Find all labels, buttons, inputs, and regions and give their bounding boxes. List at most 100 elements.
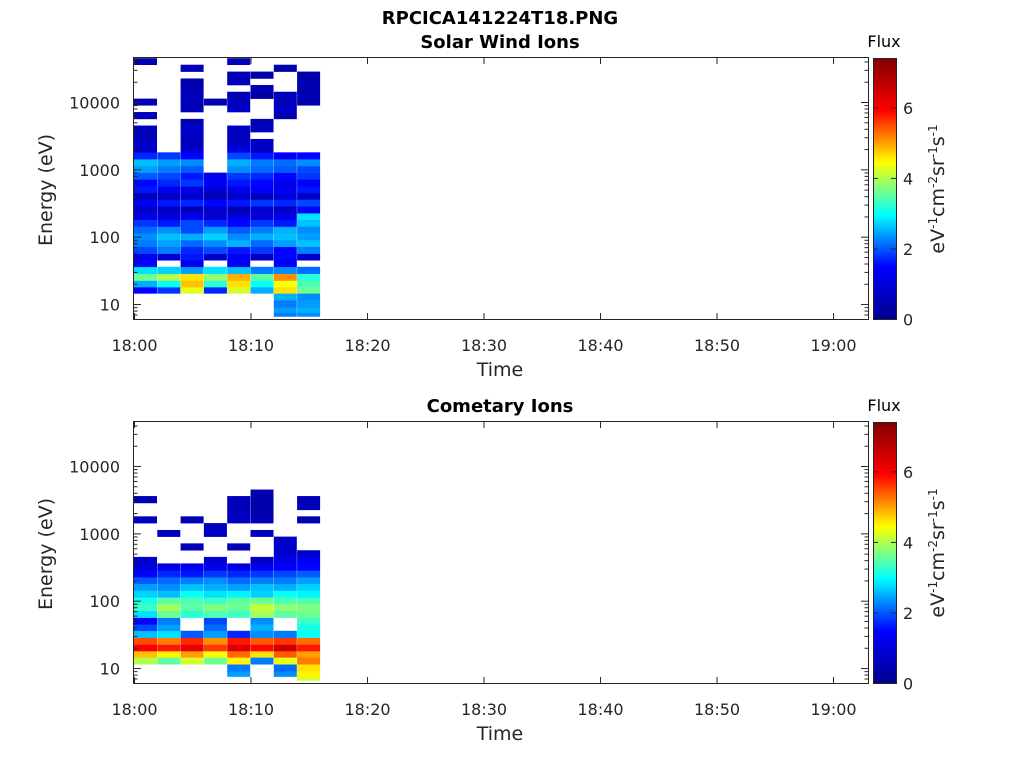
heatmap-cell (180, 152, 204, 160)
x-axis: 18:00 18:10 18:20 18:30 18:40 18:50 19:00 (111, 58, 857, 355)
heatmap-cell (134, 516, 157, 524)
heatmap-cell (297, 273, 321, 281)
heatmap-cell (227, 266, 251, 274)
heatmap-cell (227, 260, 251, 268)
heatmap-cell (250, 516, 274, 524)
heatmap-cell (273, 550, 297, 558)
heatmap-cell (227, 280, 251, 288)
heatmap-cell (227, 597, 251, 605)
heatmap-cell (297, 280, 321, 288)
heatmap-cell (273, 159, 297, 167)
heatmap-cell (273, 300, 297, 308)
heatmap-cell (227, 496, 251, 504)
plot-frame (133, 421, 869, 684)
heatmap-cell (273, 112, 297, 120)
heatmap-cell (180, 64, 204, 72)
heatmap-cell (273, 597, 297, 605)
heatmap-cell (227, 630, 251, 638)
heatmap-cell (297, 657, 321, 665)
colorbar-ticks: 0 2 4 6 (873, 99, 913, 330)
heatmap-cell (134, 192, 157, 200)
unit-ev-exp: -1 (926, 581, 940, 593)
heatmap-cell (180, 239, 204, 248)
heatmap-cell (157, 529, 181, 537)
heatmap-cell (297, 186, 321, 194)
heatmap-cells (134, 58, 321, 317)
heatmap-cell (273, 260, 297, 268)
heatmap-cell (297, 239, 321, 248)
heatmap-cell (134, 617, 157, 625)
colorbar-tick-label: 6 (903, 463, 913, 482)
heatmap-cell (157, 617, 181, 625)
y-axis-label: Energy (eV) (35, 134, 57, 246)
colorbar-title: Flux (867, 32, 900, 51)
heatmap-cell (203, 529, 227, 537)
heatmap-cell (250, 192, 274, 200)
unit-cm: cm (927, 188, 949, 217)
unit-s: s (927, 500, 949, 510)
heatmap-cell (180, 630, 204, 638)
heatmap-cell (203, 556, 227, 564)
heatmap-cell (180, 179, 204, 187)
heatmap-cell (203, 287, 227, 294)
heatmap-cell (180, 603, 204, 612)
heatmap-cell (157, 570, 181, 578)
heatmap-cell (297, 246, 321, 254)
heatmap-cell (180, 165, 204, 173)
heatmap-cell (157, 563, 181, 571)
heatmap-cell (134, 583, 157, 591)
x-tick-label: 18:00 (111, 700, 157, 719)
heatmap-cell (157, 577, 181, 584)
heatmap-cell (203, 192, 227, 200)
heatmap-cell (157, 246, 181, 254)
heatmap-cell (227, 577, 251, 584)
heatmap-cell (227, 78, 251, 86)
heatmap-cell (227, 145, 251, 153)
panel-title: Solar Wind Ions (420, 32, 579, 53)
heatmap-cell (297, 307, 321, 313)
heatmap-cell (227, 165, 251, 173)
heatmap-cell (273, 563, 297, 571)
heatmap-cell (134, 657, 157, 665)
heatmap-cell (203, 563, 227, 571)
heatmap-cell (134, 125, 157, 133)
x-tick-label: 18:50 (694, 700, 740, 719)
heatmap-cell (297, 293, 321, 301)
heatmap-cell (273, 556, 297, 564)
heatmap-cell (157, 273, 181, 281)
heatmap-cell (297, 312, 321, 317)
heatmap-cell (273, 570, 297, 578)
heatmap-cell (134, 152, 157, 160)
heatmap-cell (203, 179, 227, 187)
x-tick-label: 18:30 (461, 700, 507, 719)
heatmap-cell (273, 307, 297, 313)
heatmap-cell (203, 213, 227, 220)
heatmap-cell (297, 219, 321, 227)
heatmap-cell (180, 118, 204, 126)
heatmap-cell (203, 617, 227, 625)
heatmap-cell (134, 280, 157, 288)
heatmap-cell (250, 186, 274, 194)
unit-cm: cm (927, 552, 949, 581)
heatmap-cell (227, 651, 251, 658)
x-axis-label: Time (476, 723, 524, 745)
heatmap-cell (203, 273, 227, 281)
heatmap-cell (180, 138, 204, 147)
heatmap-cell (134, 590, 157, 598)
heatmap-cell (273, 630, 297, 638)
y-tick-label: 10000 (69, 457, 120, 476)
heatmap-cell (227, 253, 251, 261)
heatmap-cell (134, 570, 157, 578)
x-tick-label: 18:10 (228, 700, 274, 719)
heatmap-cell (227, 172, 251, 180)
heatmap-cell (134, 496, 157, 504)
heatmap-cell (250, 246, 274, 254)
heatmap-cell (157, 206, 181, 214)
heatmap-cell (157, 590, 181, 598)
heatmap-cell (227, 273, 251, 281)
heatmap-cell (180, 516, 204, 524)
heatmap-cell (250, 206, 274, 214)
heatmap-cell (203, 644, 227, 652)
heatmap-cell (157, 239, 181, 248)
heatmap-cell (134, 287, 157, 294)
